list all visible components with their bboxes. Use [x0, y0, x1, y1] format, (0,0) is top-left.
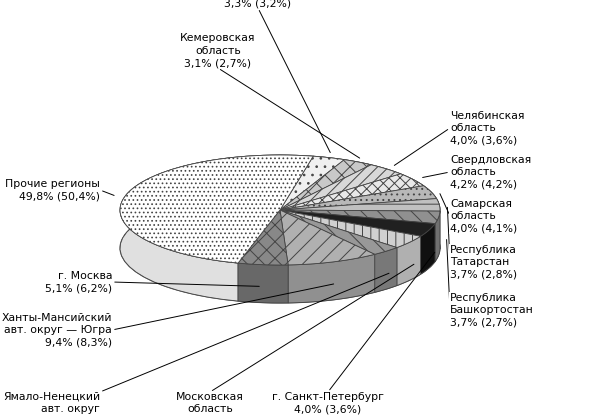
Polygon shape [280, 198, 440, 211]
Text: Республика
Татарстан
3,7% (2,8%): Республика Татарстан 3,7% (2,8%) [450, 245, 517, 279]
Polygon shape [238, 263, 288, 303]
Text: Ямало-Ненецкий
авт. округ
3,0% (2,6%): Ямало-Ненецкий авт. округ 3,0% (2,6%) [3, 392, 100, 417]
Polygon shape [397, 236, 421, 286]
Polygon shape [401, 174, 424, 224]
Polygon shape [280, 210, 421, 248]
Polygon shape [280, 210, 440, 224]
Polygon shape [280, 174, 424, 210]
Polygon shape [280, 165, 401, 210]
Polygon shape [120, 155, 313, 263]
Polygon shape [280, 210, 435, 236]
Polygon shape [424, 186, 436, 236]
Polygon shape [344, 160, 371, 203]
Text: г. Санкт-Петербург
4,0% (3,6%): г. Санкт-Петербург 4,0% (3,6%) [272, 392, 384, 414]
Text: Кемеровская
область
3,1% (2,7%): Кемеровская область 3,1% (2,7%) [180, 33, 256, 68]
Polygon shape [280, 198, 440, 211]
Polygon shape [120, 155, 313, 301]
Polygon shape [280, 210, 397, 254]
Polygon shape [421, 224, 435, 274]
Polygon shape [280, 165, 401, 210]
Polygon shape [435, 211, 440, 261]
Polygon shape [371, 165, 401, 212]
Text: Московская
область
4,1% (4,2%): Московская область 4,1% (4,2%) [176, 392, 244, 417]
Polygon shape [238, 210, 288, 265]
Polygon shape [436, 198, 440, 249]
Text: Челябинская
область
4,0% (3,6%): Челябинская область 4,0% (3,6%) [450, 111, 525, 146]
Text: Свердловская
область
4,2% (4,2%): Свердловская область 4,2% (4,2%) [450, 155, 531, 189]
Text: Красноярский
край
3,3% (3,2%): Красноярский край 3,3% (3,2%) [217, 0, 299, 8]
Polygon shape [280, 210, 375, 265]
Text: Прочие регионы
49,8% (50,4%): Прочие регионы 49,8% (50,4%) [5, 179, 100, 201]
Polygon shape [375, 248, 397, 292]
Polygon shape [280, 186, 436, 210]
Polygon shape [280, 160, 371, 210]
Polygon shape [280, 186, 436, 210]
Polygon shape [280, 210, 375, 265]
Text: Республика
Башкортостан
3,7% (2,7%): Республика Башкортостан 3,7% (2,7%) [450, 293, 534, 327]
Polygon shape [280, 210, 435, 236]
Polygon shape [280, 174, 424, 210]
Polygon shape [280, 210, 440, 224]
Polygon shape [238, 210, 288, 265]
Text: Ханты-Мансийский
авт. округ — Югра
9,4% (8,3%): Ханты-Мансийский авт. округ — Югра 9,4% … [1, 313, 112, 347]
Polygon shape [280, 210, 421, 248]
Polygon shape [313, 156, 344, 198]
Polygon shape [280, 156, 344, 210]
Ellipse shape [120, 193, 440, 303]
Polygon shape [280, 156, 344, 210]
Polygon shape [280, 160, 371, 210]
Text: г. Москва
5,1% (6,2%): г. Москва 5,1% (6,2%) [45, 271, 112, 293]
Polygon shape [288, 254, 375, 303]
Polygon shape [280, 210, 397, 254]
Text: Самарская
область
4,0% (4,1%): Самарская область 4,0% (4,1%) [450, 198, 518, 234]
Polygon shape [120, 155, 313, 263]
